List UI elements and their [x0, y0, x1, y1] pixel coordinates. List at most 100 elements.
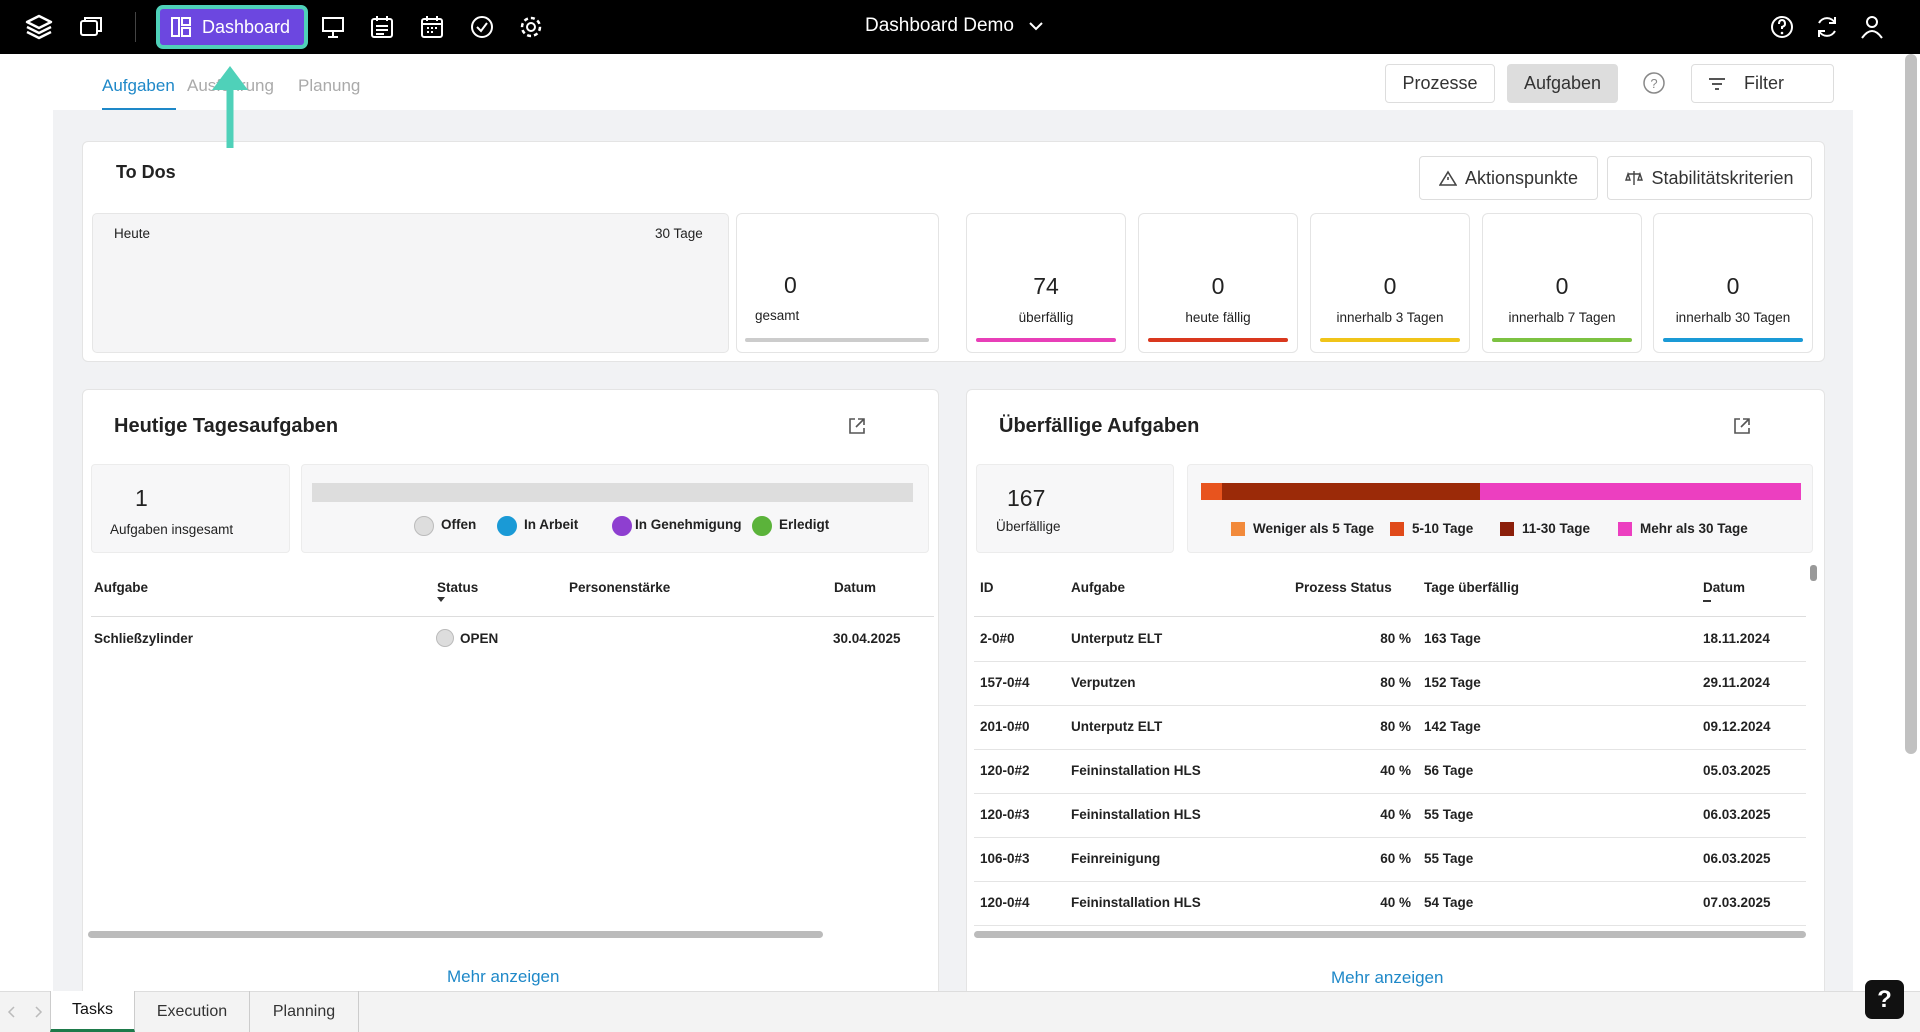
status-bar [312, 483, 913, 502]
stat-bar [1148, 338, 1288, 342]
legend-label: Weniger als 5 Tage [1253, 521, 1375, 536]
legend-label: In Genehmigung [635, 517, 742, 532]
cell: 80 % [1380, 719, 1411, 734]
legend-label: Mehr als 30 Tage [1640, 521, 1748, 536]
row-line [974, 925, 1806, 926]
cell: 07.03.2025 [1703, 895, 1771, 910]
legend-dot [752, 516, 772, 536]
status-dot [436, 629, 454, 647]
cell: 06.03.2025 [1703, 851, 1771, 866]
cell: 120-0#2 [980, 763, 1030, 778]
cell: 106-0#3 [980, 851, 1030, 866]
today-count: 1 [135, 485, 148, 511]
open-external-icon[interactable] [847, 416, 867, 436]
annotation-arrow [212, 66, 248, 148]
age-bar-segment [1222, 483, 1480, 500]
cell: 201-0#0 [980, 719, 1030, 734]
todos-title: To Dos [116, 162, 176, 182]
more-link[interactable]: Mehr anzeigen [1331, 968, 1444, 987]
settings-icon[interactable] [518, 14, 544, 40]
legend-label: 11-30 Tage [1522, 521, 1591, 536]
svg-text:?: ? [1650, 76, 1657, 91]
subtab[interactable]: Aufgaben [102, 76, 175, 95]
calendar-list-icon[interactable] [369, 14, 395, 40]
sheet-tab[interactable]: Execution [135, 991, 250, 1032]
project-selector[interactable]: Dashboard Demo [865, 15, 1044, 37]
dashboard-label: Dashboard [202, 16, 291, 37]
help-button[interactable]: ? [1865, 980, 1904, 1019]
cell: 55 Tage [1424, 807, 1474, 822]
divider [135, 12, 136, 42]
timeline-panel [92, 213, 729, 353]
legend-swatch [1390, 522, 1404, 536]
logo-icon[interactable] [24, 12, 54, 42]
stability-button[interactable]: Stabilitätskriterien [1607, 156, 1812, 200]
stat-card [1138, 213, 1298, 353]
timeline-start: Heute [114, 226, 151, 241]
cell: Unterputz ELT [1071, 631, 1163, 646]
cell: 2-0#0 [980, 631, 1015, 646]
view-button-active[interactable]: Aufgaben [1507, 64, 1618, 103]
view-button[interactable]: Prozesse [1385, 64, 1495, 103]
cell: Unterputz ELT [1071, 719, 1163, 734]
stat-bar [1492, 338, 1632, 342]
stat-value: 74 [1033, 273, 1059, 299]
refresh-icon[interactable] [1814, 14, 1840, 40]
presentation-icon[interactable] [320, 14, 346, 40]
stat-value: 0 [1383, 273, 1397, 299]
count-box [91, 464, 290, 553]
action-points-button[interactable]: Aktionspunkte [1419, 156, 1598, 200]
button-label: Aktionspunkte [1464, 167, 1579, 188]
today-count-label: Aufgaben insgesamt [110, 522, 234, 537]
cell: 30.04.2025 [833, 631, 901, 646]
age-bar-segment [1480, 483, 1801, 500]
row-line [974, 661, 1806, 662]
calendar-icon[interactable] [419, 14, 445, 40]
user-icon[interactable] [1859, 14, 1885, 40]
stat-label: heute fällig [1185, 310, 1251, 325]
cell: 05.03.2025 [1703, 763, 1771, 778]
h-scrollbar[interactable] [974, 931, 1806, 938]
age-bar-segment [1201, 483, 1222, 500]
column-header: Datum [834, 580, 877, 595]
count-box [976, 464, 1174, 553]
stat-bar [1663, 338, 1803, 342]
stat-value: 0 [1211, 273, 1225, 299]
stat-bar [1320, 338, 1460, 342]
total-bar [745, 338, 929, 342]
sheet-tab-active[interactable]: Tasks [50, 991, 135, 1032]
row-line [974, 881, 1806, 882]
column-header: Prozess Status [1295, 580, 1392, 595]
sheet-tab[interactable]: Planning [250, 991, 359, 1032]
button-label: Stabilitätskriterien [1651, 167, 1794, 188]
view-button-label: Prozesse [1402, 73, 1478, 93]
cell: 09.12.2024 [1703, 719, 1771, 734]
cell: 55 Tage [1424, 851, 1474, 866]
help-icon[interactable] [1769, 14, 1795, 40]
cell: 80 % [1380, 675, 1411, 690]
v-scrollbar[interactable] [1810, 565, 1817, 581]
open-external-icon[interactable] [1732, 416, 1752, 436]
page-scrollbar[interactable] [1905, 54, 1917, 754]
stat-value: 0 [1726, 273, 1740, 299]
cell: 157-0#4 [980, 675, 1030, 690]
filter-button[interactable]: Filter [1691, 64, 1834, 103]
chevron-down [1029, 22, 1043, 31]
projects-icon[interactable] [78, 14, 104, 40]
h-scrollbar[interactable] [88, 931, 823, 938]
check-icon[interactable] [469, 14, 495, 40]
sheet-nav-arrows[interactable] [6, 1005, 46, 1019]
row-line [974, 793, 1806, 794]
cell: 54 Tage [1424, 895, 1474, 910]
subtab[interactable]: Planung [298, 76, 361, 95]
more-link[interactable]: Mehr anzeigen [447, 967, 560, 986]
sort-indicator [437, 597, 445, 602]
row-line [974, 837, 1806, 838]
cell: Schließzylinder [94, 631, 194, 646]
column-header: Aufgabe [1071, 580, 1125, 595]
dashboard-button[interactable]: Dashboard [156, 5, 308, 49]
help-icon[interactable]: ? [1642, 71, 1666, 95]
stat-card [1653, 213, 1813, 353]
stat-card [966, 213, 1126, 353]
cell: 80 % [1380, 631, 1411, 646]
